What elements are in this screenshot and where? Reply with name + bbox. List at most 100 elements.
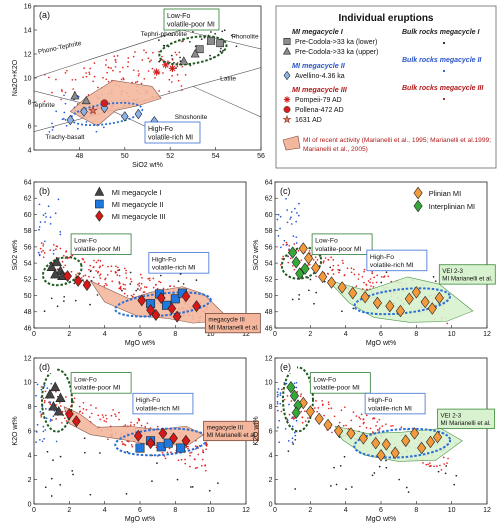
bulk-rock-point <box>294 207 296 210</box>
bulk-rock-point <box>355 415 358 417</box>
bulk-rock-point <box>425 463 428 466</box>
bulk-rock-point <box>143 286 146 288</box>
bulk-rock-point <box>99 265 102 268</box>
bulk-rock-point <box>138 285 141 287</box>
bulk-rock-point <box>134 51 136 53</box>
bulk-rock-point <box>88 71 91 74</box>
bulk-rock-point <box>295 386 298 389</box>
bulk-rock-point <box>291 437 294 440</box>
bulk-rock-point <box>38 253 41 256</box>
bulk-rock-point <box>279 392 282 394</box>
legend-marker-diamond <box>95 210 104 222</box>
bulk-rock-point <box>428 462 431 464</box>
bulk-rock-point <box>314 256 317 259</box>
bulk-rock-point <box>40 242 43 244</box>
bulk-rock-point <box>88 268 90 271</box>
bulk-rock-point <box>166 451 169 454</box>
y-tick-label: 10 <box>24 75 32 82</box>
bulk-rock-point <box>43 437 45 440</box>
annotation-vei-line: MI Marianelli et al. <box>442 276 492 283</box>
bulk-rock-point <box>121 440 123 443</box>
bulk-rock-point <box>89 303 91 306</box>
y-axis-label: SiO2 wt% <box>253 240 260 271</box>
bulk-rock-point <box>175 53 178 56</box>
bulk-rock-point <box>122 283 125 286</box>
panel-label: (a) <box>39 10 50 20</box>
bulk-rock-point <box>112 409 114 411</box>
x-tick-label: 8 <box>173 507 177 514</box>
bulk-rock-point <box>88 275 90 278</box>
data-point-triangle <box>46 261 57 272</box>
annotation-vei-line: VEI 2-3 <box>441 412 462 419</box>
bulk-rock-point <box>341 310 343 313</box>
bulk-rock-point <box>64 72 67 74</box>
data-point-square <box>135 443 145 453</box>
bulk-rock-point <box>106 284 108 286</box>
data-point-diamond <box>291 406 301 419</box>
bulk-rock-point <box>38 203 41 206</box>
data-point-triangle <box>70 91 80 100</box>
bulk-rock-point <box>44 486 47 489</box>
bulk-rock-point <box>50 477 53 480</box>
bulk-rock-point <box>194 467 197 470</box>
bulk-rock-point <box>43 252 46 254</box>
annotation-low-fo-line: Low-Fo <box>167 13 190 20</box>
bulk-rock-point <box>154 77 156 79</box>
bulk-rock-point <box>176 73 179 76</box>
bulk-rock-point <box>78 411 81 413</box>
bulk-rock-point <box>129 424 132 427</box>
bulk-rock-point <box>42 425 45 428</box>
bulk-rock-point <box>279 264 282 266</box>
data-point-triangle <box>53 405 64 416</box>
bulk-rock-point <box>114 59 117 61</box>
bulk-rock-point <box>156 287 159 290</box>
y-tick-label: 0 <box>269 501 273 508</box>
bulk-rock-point <box>43 385 46 387</box>
annotation-high-fo-line: volatile-rich MI <box>152 265 196 272</box>
bulk-rock-point <box>39 411 42 413</box>
bulk-rock-point <box>387 275 390 278</box>
bulk-rock-point <box>176 65 179 68</box>
legend-bulk-label: Bulk rocks megacycle I <box>402 29 480 36</box>
bulk-rock-point <box>110 67 112 69</box>
bulk-rock-point <box>174 51 177 54</box>
bulk-rock-point <box>42 245 45 247</box>
bulk-rock-point <box>124 444 127 447</box>
bulk-rock-point <box>286 221 289 224</box>
legend: Individual eruptions MI megacycle I Pre-Co… <box>275 5 497 169</box>
bulk-rock-point <box>446 462 448 464</box>
bulk-rock-point <box>120 78 123 81</box>
bulk-rock-point <box>121 289 123 292</box>
bulk-rock-point <box>96 86 99 89</box>
annotation-megacycle-iii-line: MI Marianelli et al. <box>208 324 258 331</box>
annotation-low-fo-line: volatile-poor MI <box>313 385 360 392</box>
bulk-rock-point <box>42 256 45 259</box>
bulk-rock-point <box>295 419 298 422</box>
annotation-high-fo-line: volatile-rich MI <box>136 405 180 412</box>
legend-marker-square <box>95 199 104 209</box>
series-1631-ad <box>88 105 98 115</box>
bulk-rock-point <box>291 417 293 420</box>
bulk-rock-point <box>290 223 293 225</box>
bulk-rock-point <box>286 243 289 246</box>
x-tick-label: 6 <box>138 331 142 338</box>
bulk-rock-point <box>139 289 141 291</box>
bulk-rock-point <box>363 270 365 273</box>
tas-field-label: Latite <box>220 75 236 82</box>
y-tick-label: 8 <box>28 404 32 411</box>
bulk-rock-point <box>233 35 236 38</box>
bulk-rock-point <box>279 402 282 405</box>
bulk-rock-point <box>84 274 87 277</box>
bulk-rock-point <box>316 410 318 413</box>
bulk-rock-point <box>59 233 62 236</box>
bulk-rock-point <box>445 465 448 467</box>
bulk-rock-point <box>170 54 173 57</box>
bulk-rock-point <box>130 294 133 297</box>
bulk-rock-point <box>427 463 429 466</box>
bulk-rock-point <box>290 216 292 219</box>
tas-field-boundary <box>34 29 261 79</box>
bulk-rock-point <box>365 414 368 417</box>
data-point-diamond <box>288 246 298 259</box>
bulk-rock-point <box>99 277 102 279</box>
data-point-square <box>176 443 186 453</box>
